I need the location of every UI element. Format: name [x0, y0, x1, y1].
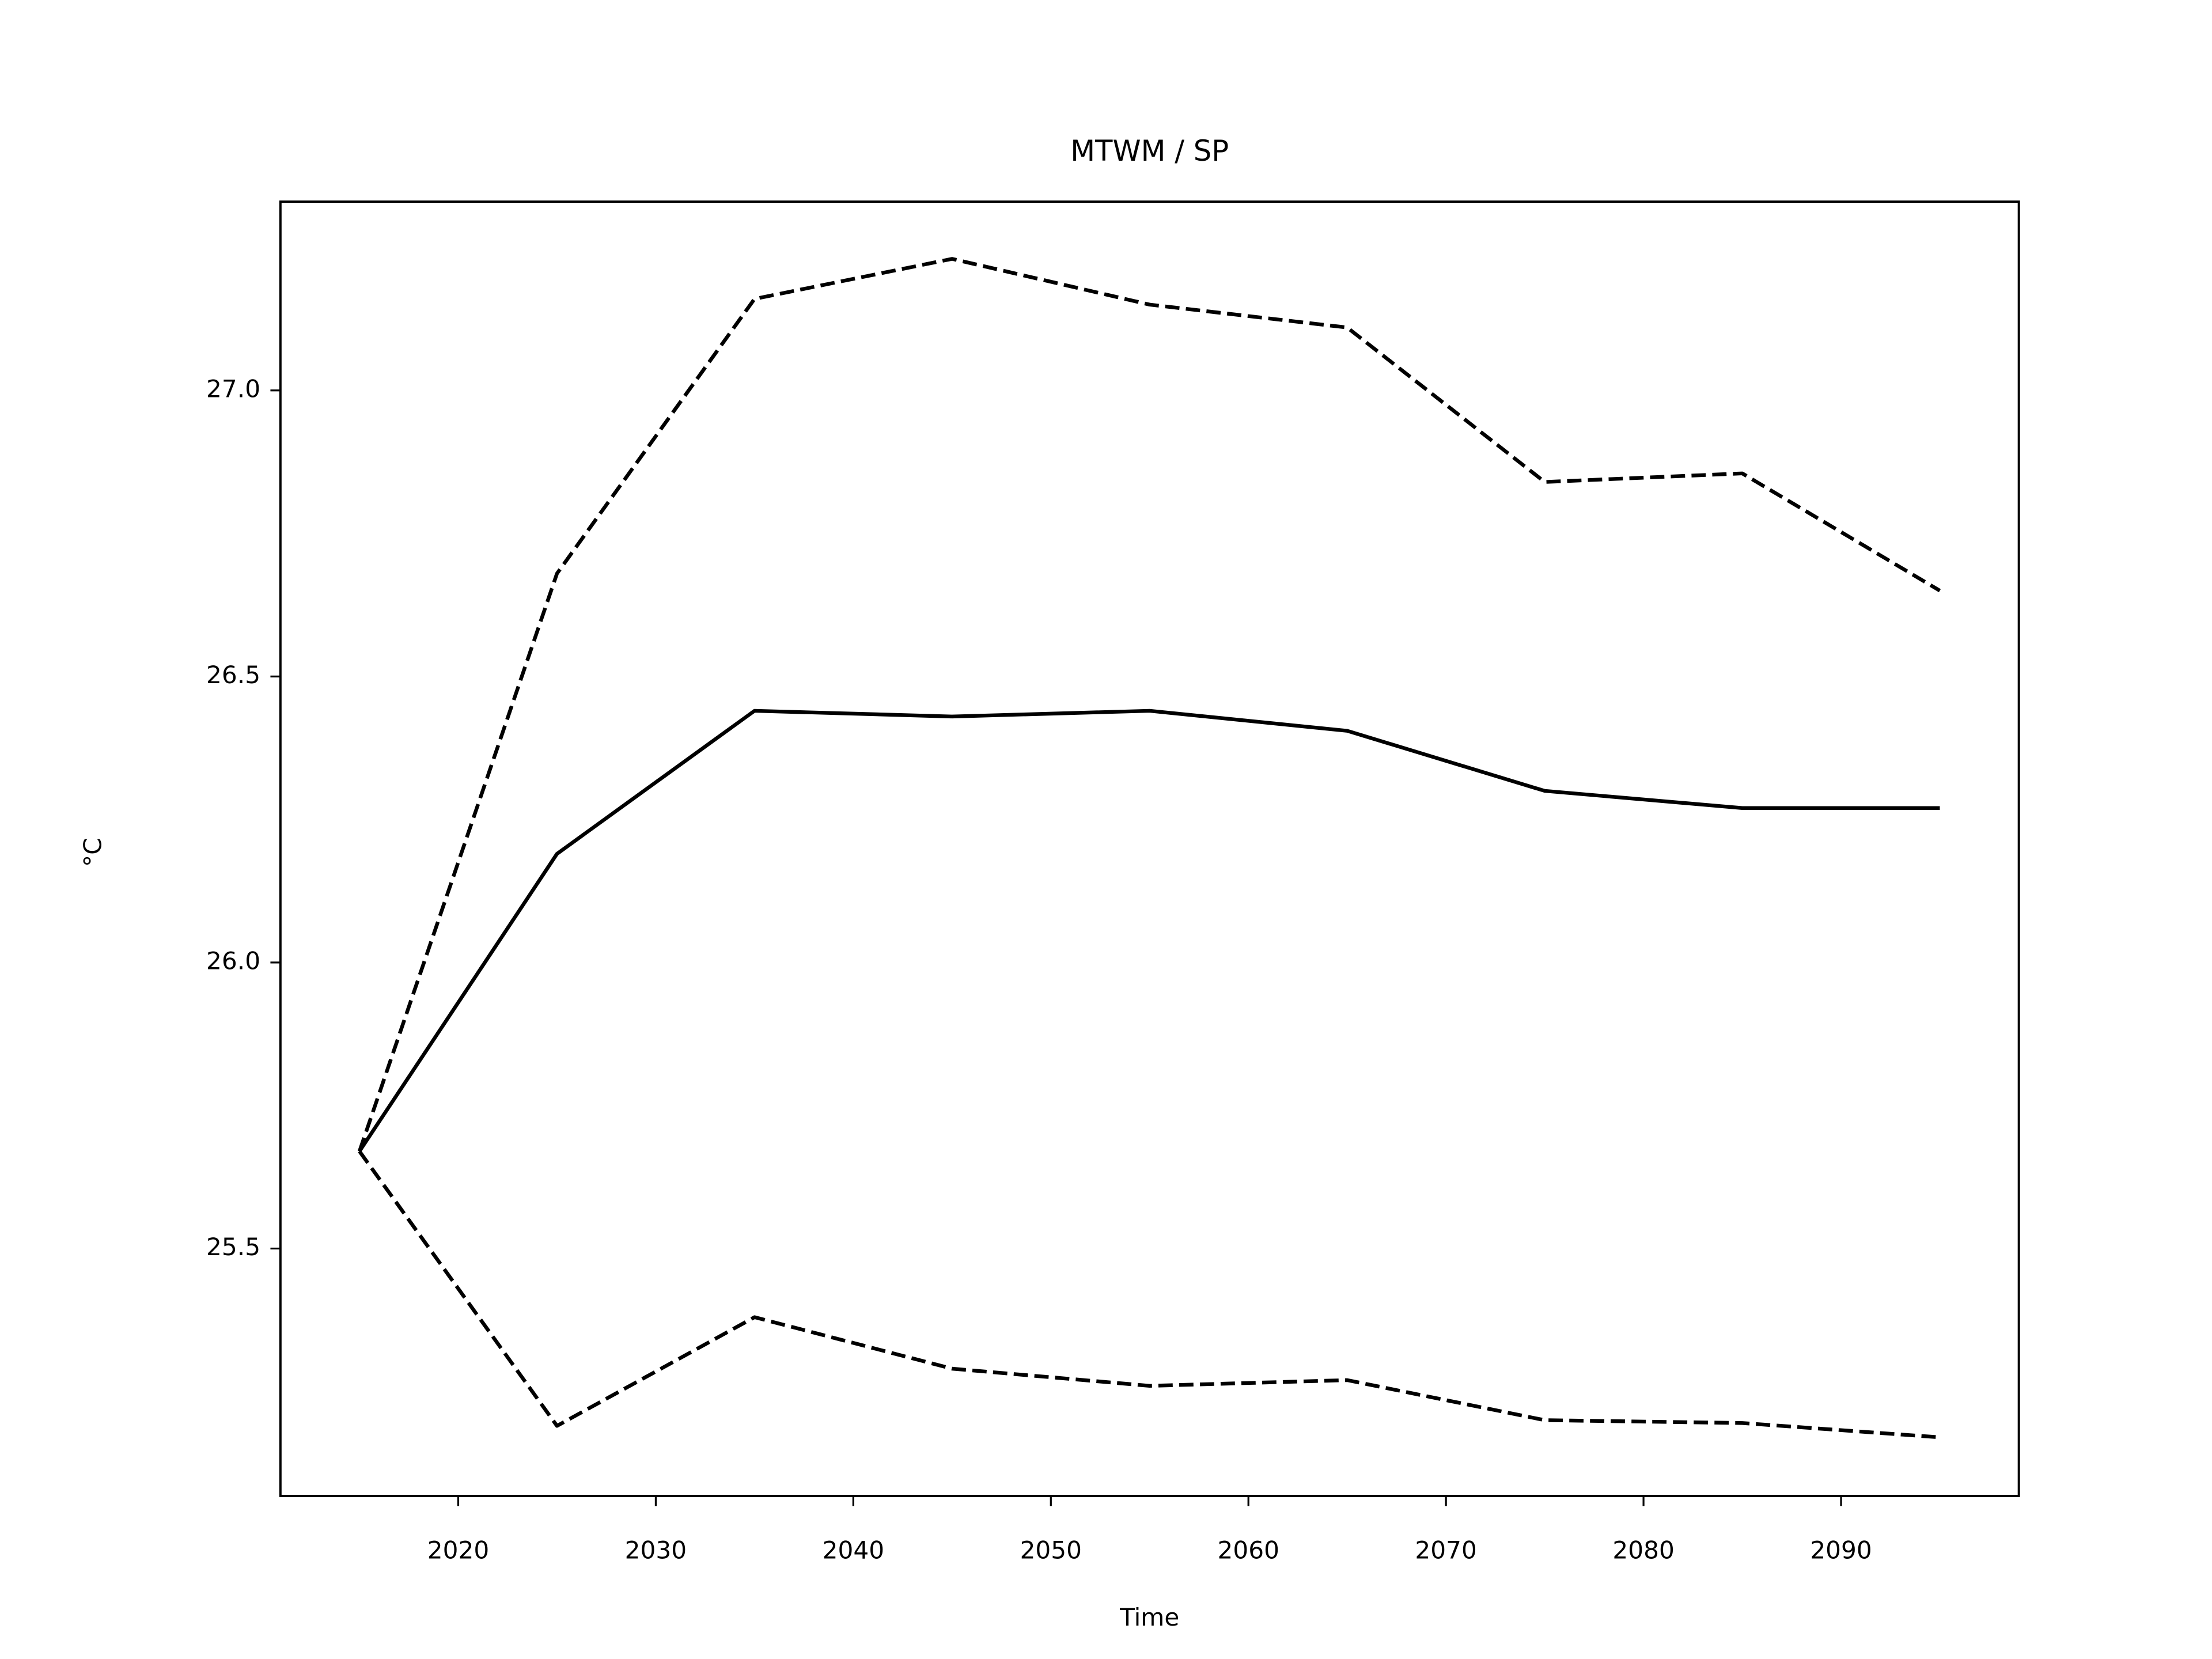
x-tick-label: 2050 [1020, 1536, 1082, 1564]
y-tick-label: 25.5 [206, 1233, 260, 1261]
y-tick-label: 26.5 [206, 661, 260, 689]
x-tick-label: 2030 [625, 1536, 687, 1564]
series-line [357, 257, 1941, 1152]
x-tick-label: 2080 [1612, 1536, 1674, 1564]
x-tick-label: 2070 [1415, 1536, 1476, 1564]
x-tick-label: 2060 [1218, 1536, 1279, 1564]
series-line [358, 1150, 1940, 1440]
x-tick-label: 2090 [1810, 1536, 1872, 1564]
chart-title: MTWM / SP [1070, 134, 1229, 168]
x-tick-label: 2040 [823, 1536, 884, 1564]
y-axis-label: °C [78, 838, 107, 867]
x-axis-label: Time [1119, 1603, 1179, 1631]
plot-frame [279, 200, 2020, 1497]
y-tick-label: 27.0 [206, 374, 260, 403]
x-tick-label: 2020 [427, 1536, 489, 1564]
y-tick-label: 26.0 [206, 946, 260, 975]
series-line [358, 709, 1940, 1153]
